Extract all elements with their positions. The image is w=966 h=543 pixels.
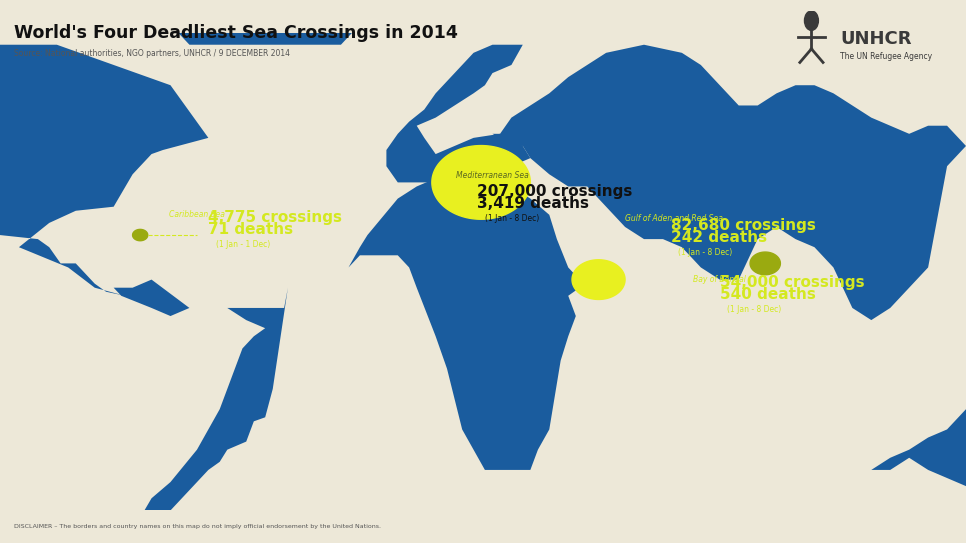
Polygon shape xyxy=(572,260,625,299)
Text: (1 Jan - 8 Dec): (1 Jan - 8 Dec) xyxy=(727,305,781,314)
Text: (1 Jan - 1 Dec): (1 Jan - 1 Dec) xyxy=(216,240,270,249)
Text: ⧉  #3a3a3a: ⧉ #3a3a3a xyxy=(816,37,825,39)
Text: World's Four Deadliest Sea Crossings in 2014: World's Four Deadliest Sea Crossings in … xyxy=(14,24,458,42)
Text: DISCLAIMER – The borders and country names on this map do not imply official end: DISCLAIMER – The borders and country nam… xyxy=(14,525,382,529)
Polygon shape xyxy=(132,229,148,241)
Text: Gulf of Aden and Red Sea: Gulf of Aden and Red Sea xyxy=(625,214,724,223)
Text: 71 deaths: 71 deaths xyxy=(209,222,294,237)
Text: (1 Jan - 8 Dec): (1 Jan - 8 Dec) xyxy=(678,248,732,257)
Text: Bay of Bengal: Bay of Bengal xyxy=(694,275,746,283)
Text: 54,000 crossings: 54,000 crossings xyxy=(720,275,865,290)
Polygon shape xyxy=(432,146,530,219)
Circle shape xyxy=(805,11,818,30)
Text: (1 Jan - 8 Dec): (1 Jan - 8 Dec) xyxy=(485,214,539,223)
Text: Mediterranean Sea: Mediterranean Sea xyxy=(456,172,528,180)
Text: Source: National authorities, NGO partners, UNHCR / 9 DECEMBER 2014: Source: National authorities, NGO partne… xyxy=(14,49,291,58)
Text: 207,000 crossings: 207,000 crossings xyxy=(477,184,633,199)
Text: The UN Refugee Agency: The UN Refugee Agency xyxy=(840,52,932,61)
Text: 540 deaths: 540 deaths xyxy=(720,287,815,302)
Text: 242 deaths: 242 deaths xyxy=(670,230,767,245)
Text: 82,680 crossings: 82,680 crossings xyxy=(670,218,815,233)
Text: Caribbean Sea: Caribbean Sea xyxy=(169,210,225,219)
Text: UNHCR: UNHCR xyxy=(840,30,912,48)
Text: 3,419 deaths: 3,419 deaths xyxy=(477,196,589,211)
Text: 4,775 crossings: 4,775 crossings xyxy=(209,210,342,225)
Polygon shape xyxy=(750,252,781,275)
